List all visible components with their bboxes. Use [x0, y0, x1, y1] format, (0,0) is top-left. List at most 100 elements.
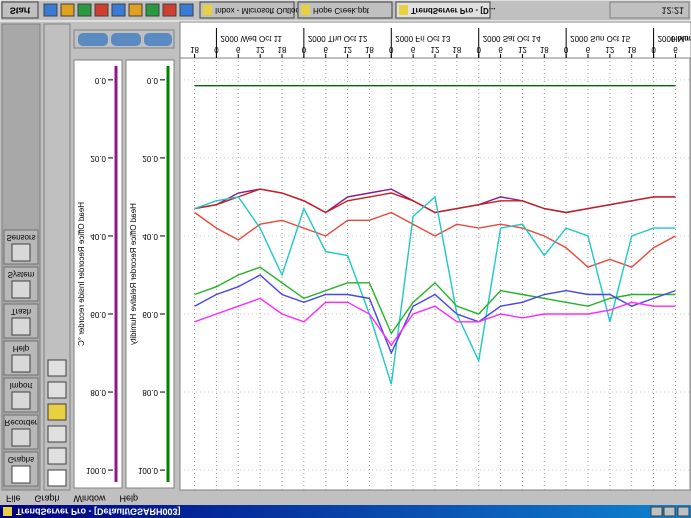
sidebar-icon [11, 243, 31, 262]
x-axis-label: Hour [672, 34, 690, 43]
system-tray [609, 1, 690, 19]
tab-button[interactable] [111, 33, 141, 46]
window-title: TrendServer Pro - [Default/GSARH003] [16, 507, 181, 517]
menu-item[interactable]: Window [74, 494, 107, 504]
time-axis [179, 21, 691, 59]
x-tick-label: 18 [540, 45, 549, 54]
task-label: Hope Creek.ppt [313, 6, 370, 15]
task-icon [399, 5, 408, 15]
menu-item[interactable]: Graph [35, 494, 60, 504]
sidebar-label: Help [13, 344, 30, 353]
sidebar-label: Graphs [8, 455, 34, 464]
x-tick-label: 6 [586, 45, 591, 54]
start-button[interactable] [1, 1, 39, 19]
y-tick-label: 60.0 [142, 310, 158, 319]
quick-launch-icon[interactable] [145, 3, 160, 17]
x-tick-label: 6 [323, 45, 328, 54]
title-bar [0, 505, 691, 518]
sidebar-icon [11, 428, 31, 447]
quick-launch-icon[interactable] [179, 3, 194, 17]
sidebar-label: Recorder [5, 418, 38, 427]
tab-button[interactable] [144, 33, 172, 46]
y-tick-label: 100.0 [86, 466, 107, 475]
quick-launch-icon[interactable] [128, 3, 143, 17]
series-line [194, 274, 676, 355]
taskbar-items: Start Inbox - Microsoft Outlook Hope Creek… [1, 1, 690, 19]
quick-launch-icon[interactable] [60, 3, 75, 17]
x-tick-label: 18 [365, 45, 374, 54]
x-tick-label: 12 [256, 45, 265, 54]
sidebar-icon [11, 280, 31, 299]
x-tick-label: 6 [673, 45, 678, 54]
y-tick-label: 20.0 [142, 154, 158, 163]
day-label: 2000 Wed Oct 11 [220, 34, 282, 43]
app-icon [3, 507, 12, 516]
quick-launch-icon[interactable] [162, 3, 177, 17]
menu-item[interactable]: File [6, 494, 21, 504]
sidebar-label: System [8, 270, 35, 279]
menu-bar [0, 492, 691, 505]
quick-launch-icon[interactable] [77, 3, 92, 17]
sidebar-label: Trash [11, 307, 31, 316]
y-axes: Head Office Recorder Inside recorder °C 0… [77, 66, 170, 482]
tool-icon[interactable] [47, 425, 67, 443]
x-tick-label: 18 [190, 45, 199, 54]
maximize-button[interactable] [663, 506, 676, 517]
tool-icon[interactable] [47, 447, 67, 465]
day-label: 2000 Sun Oct 15 [570, 34, 631, 43]
y-tick-label: 40.0 [90, 232, 106, 241]
series-line [194, 266, 676, 335]
quick-launch-icon[interactable] [94, 3, 109, 17]
tab-button[interactable] [78, 33, 108, 46]
x-tick-label: 18 [627, 45, 636, 54]
task-button[interactable] [199, 1, 295, 19]
sidebar-icon [11, 317, 31, 336]
y-tick-label: 0.0 [147, 76, 159, 85]
tool-icon[interactable] [47, 469, 67, 487]
y-axis-panel [73, 59, 123, 489]
x-axis: 18061218061218061218061218061218062000 W… [190, 28, 691, 58]
series-line [194, 188, 676, 214]
task-icon [203, 5, 212, 15]
sidebar-icon [11, 391, 31, 410]
minimize-button[interactable] [650, 506, 663, 517]
grid [180, 58, 690, 490]
tool-icons [47, 359, 67, 487]
task-button[interactable] [297, 1, 393, 19]
x-tick-label: 12 [518, 45, 527, 54]
task-button[interactable] [395, 1, 491, 19]
tool-icon[interactable] [47, 359, 67, 377]
x-tick-label: 12 [343, 45, 352, 54]
task-label: TrendServer Pro - [D... [411, 6, 495, 15]
task-icon [301, 5, 310, 15]
start-label: Start [10, 6, 31, 16]
series-line [194, 195, 676, 385]
axis-title: Head Office Recorder Inside recorder °C [77, 202, 86, 346]
y2-axis-panel [125, 59, 175, 489]
plot-lines [194, 85, 676, 385]
x-tick-label: 12 [431, 45, 440, 54]
sidebar-icon [11, 354, 31, 373]
series-line [194, 297, 676, 347]
day-label: 2000 Fri Oct 13 [395, 34, 451, 43]
x-tick-label: 6 [411, 45, 416, 54]
quick-launch-icon[interactable] [43, 3, 58, 17]
clock: 12:21 [661, 6, 684, 16]
menu-item[interactable]: Help [120, 494, 139, 504]
x-tick-label: 18 [452, 45, 461, 54]
close-button[interactable] [677, 506, 690, 517]
sidebar-buttons: Graphs Recorder Import Help Trash System Senso… [3, 229, 39, 487]
menu: File Graph Window Help [6, 494, 138, 504]
sidebar-label: Import [10, 381, 33, 390]
tool-icon[interactable] [47, 381, 67, 399]
y-tick-label: 40.0 [142, 232, 158, 241]
y-tick-label: 20.0 [90, 154, 106, 163]
task-label: Inbox - Microsoft Outlook [215, 6, 305, 15]
y-tick-label: 80.0 [142, 388, 158, 397]
axis-tabs [73, 29, 175, 49]
tool-icon[interactable] [47, 403, 67, 421]
quick-launch-icon[interactable] [111, 3, 126, 17]
y-tick-label: 80.0 [90, 388, 106, 397]
